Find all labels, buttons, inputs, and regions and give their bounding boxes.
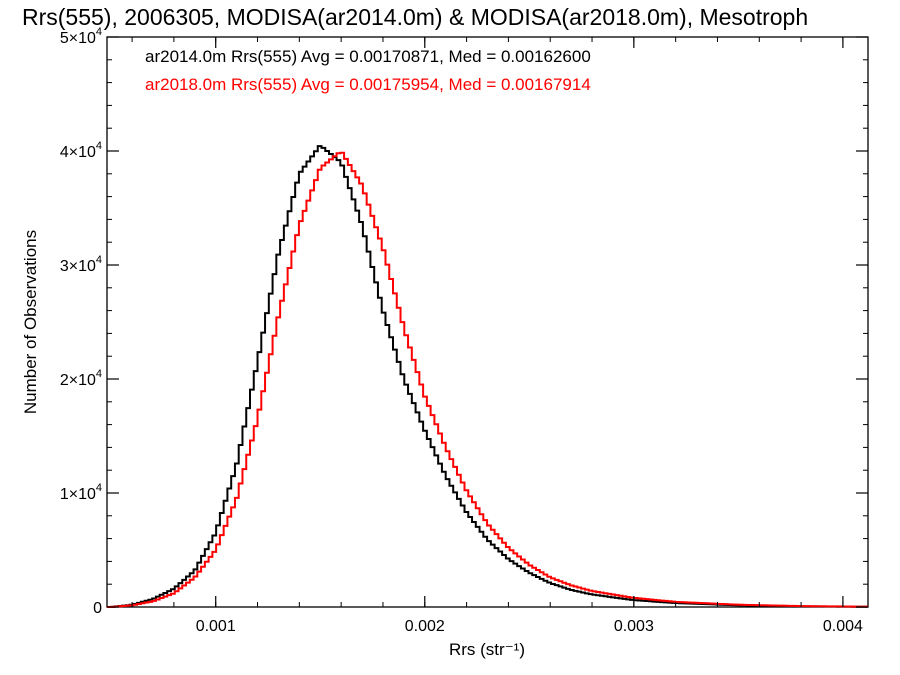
y-tick-label: 2×104 [60, 368, 102, 389]
y-tick-exponent: 4 [96, 140, 102, 152]
x-tick-label: 0.003 [614, 618, 654, 635]
y-tick-label: 0 [93, 600, 102, 617]
y-tick-label: 5×104 [60, 26, 102, 47]
x-tick-label: 0.002 [405, 618, 445, 635]
y-axis-label: Number of Observations [21, 230, 40, 414]
y-tick-label: 3×104 [60, 254, 102, 275]
series-line-2 [107, 151, 868, 608]
y-tick-mantissa: 5×10 [60, 30, 96, 47]
y-tick-mantissa: 0 [93, 600, 102, 617]
x-axis-label: Rrs (str⁻¹) [449, 640, 525, 659]
legend-entry: ar2018.0m Rrs(555) Avg = 0.00175954, Med… [145, 75, 591, 94]
series-layer [107, 145, 868, 608]
y-tick-exponent: 4 [96, 254, 102, 266]
legend: ar2014.0m Rrs(555) Avg = 0.00170871, Med… [145, 47, 591, 94]
x-axis: 0.001 0.002 0.003 0.004 [131, 37, 863, 635]
series-line-1 [107, 145, 868, 608]
x-tick-label: 0.001 [196, 618, 236, 635]
y-tick-exponent: 4 [96, 26, 102, 38]
y-tick-mantissa: 4×10 [60, 144, 96, 161]
y-tick-mantissa: 2×10 [60, 372, 96, 389]
legend-entry: ar2014.0m Rrs(555) Avg = 0.00170871, Med… [145, 47, 591, 66]
x-tick-label: 0.004 [823, 618, 863, 635]
y-tick-mantissa: 1×10 [60, 486, 96, 503]
y-tick-label: 1×104 [60, 482, 102, 503]
plot-frame [106, 36, 869, 608]
y-tick-exponent: 4 [96, 368, 102, 380]
y-tick-exponent: 4 [96, 482, 102, 494]
chart-title: Rrs(555), 2006305, MODISA(ar2014.0m) & M… [22, 4, 808, 30]
y-tick-mantissa: 3×10 [60, 258, 96, 275]
y-tick-label: 4×104 [60, 140, 102, 161]
